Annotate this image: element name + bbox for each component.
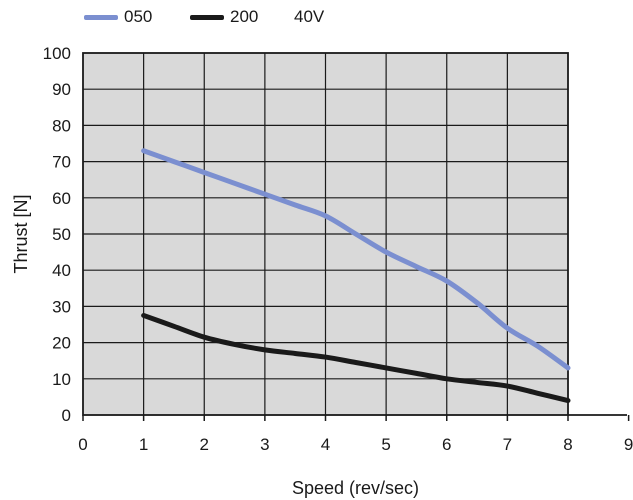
x-tick-label-2: 2 bbox=[200, 435, 209, 454]
x-tick-label-8: 8 bbox=[563, 435, 572, 454]
x-tick-label-5: 5 bbox=[381, 435, 390, 454]
x-tick-label-0: 0 bbox=[78, 435, 87, 454]
series-line-200 bbox=[141, 312, 571, 404]
y-tick-label-30: 30 bbox=[52, 297, 71, 316]
y-tick-label-80: 80 bbox=[52, 116, 71, 135]
y-tick-label-50: 50 bbox=[52, 225, 71, 244]
legend-item-050: 050 bbox=[84, 7, 164, 27]
y-tick-label-100: 100 bbox=[43, 44, 71, 63]
legend: 050 200 40V bbox=[0, 0, 633, 40]
y-tick-label-0: 0 bbox=[62, 406, 71, 425]
y-tick-label-60: 60 bbox=[52, 189, 71, 208]
legend-item-200: 200 bbox=[190, 7, 270, 27]
legend-label-200: 200 bbox=[230, 7, 259, 26]
x-tick-label-1: 1 bbox=[139, 435, 148, 454]
x-tick-label-3: 3 bbox=[260, 435, 269, 454]
legend-note-voltage: 40V bbox=[294, 7, 325, 26]
x-tick-label-9: 9 bbox=[624, 435, 633, 454]
x-tick-label-4: 4 bbox=[321, 435, 330, 454]
y-axis-title: Thrust [N] bbox=[11, 194, 31, 273]
y-tick-label-20: 20 bbox=[52, 334, 71, 353]
y-tick-label-90: 90 bbox=[52, 80, 71, 99]
x-tick-label-7: 7 bbox=[503, 435, 512, 454]
y-tick-label-10: 10 bbox=[52, 370, 71, 389]
x-axis-title: Speed (rev/sec) bbox=[292, 478, 419, 498]
y-tick-label-40: 40 bbox=[52, 261, 71, 280]
legend-label-050: 050 bbox=[124, 7, 153, 26]
x-tick-label-6: 6 bbox=[442, 435, 451, 454]
legend-swatch-050 bbox=[84, 15, 118, 20]
y-tick-label-70: 70 bbox=[52, 153, 71, 172]
legend-swatch-200 bbox=[190, 15, 224, 20]
series-line-050 bbox=[141, 148, 571, 371]
